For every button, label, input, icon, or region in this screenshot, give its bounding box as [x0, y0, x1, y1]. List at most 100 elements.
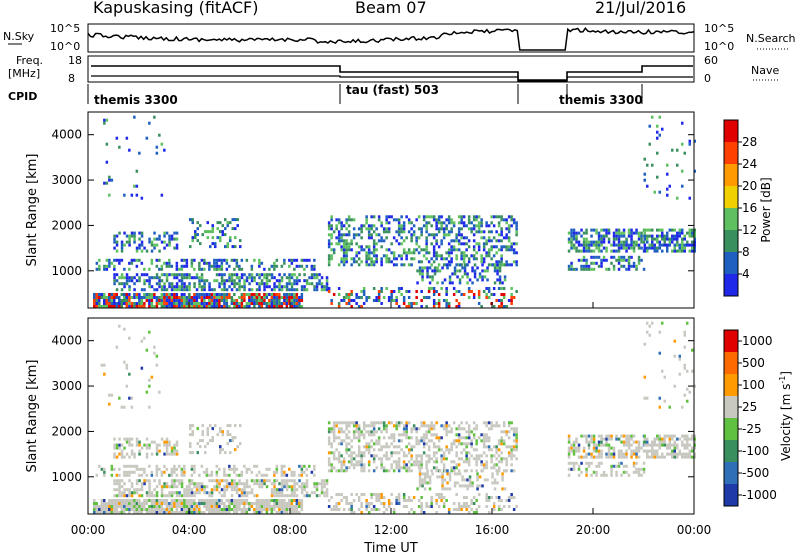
heatmap-cell	[360, 469, 363, 473]
heatmap-cell	[428, 487, 432, 491]
heatmap-cell	[418, 269, 422, 273]
heatmap-cell	[191, 430, 194, 434]
heatmap-cell	[462, 254, 466, 258]
heatmap-cell	[115, 296, 118, 299]
heatmap-cell	[617, 255, 621, 259]
heatmap-cell	[345, 239, 348, 243]
heatmap-cell	[392, 469, 396, 473]
heatmap-cell	[390, 466, 393, 470]
heatmap-cell	[225, 279, 229, 283]
heatmap-cell	[661, 237, 664, 241]
heatmap-cell	[455, 254, 458, 258]
heatmap-cell	[357, 451, 361, 455]
heatmap-cell	[385, 445, 388, 449]
heatmap-cell	[240, 494, 244, 498]
heatmap-cell	[365, 424, 368, 428]
heatmap-cell	[507, 239, 511, 243]
heatmap-cell	[382, 424, 386, 428]
heatmap-cell	[327, 463, 331, 467]
heatmap-cell	[148, 276, 151, 280]
heatmap-cell	[278, 305, 281, 308]
heatmap-cell	[250, 279, 254, 283]
heatmap-cell	[235, 488, 239, 492]
colorbar-tick-label: -1000	[742, 488, 777, 502]
heatmap-cell	[380, 463, 383, 467]
heatmap-cell	[610, 467, 613, 471]
heatmap-cell	[658, 133, 661, 137]
heatmap-cell	[173, 299, 176, 302]
heatmap-cell	[238, 285, 241, 289]
heatmap-cell	[688, 449, 691, 453]
heatmap-cell	[250, 299, 254, 302]
colorbar-tick-label: 100	[742, 378, 765, 392]
heatmap-cell	[128, 491, 131, 495]
heatmap-cell	[442, 466, 446, 470]
heatmap-cell	[178, 479, 181, 483]
heatmap-cell	[189, 427, 192, 431]
heatmap-cell	[260, 502, 264, 505]
colorbar-tick-label: -100	[742, 444, 769, 458]
heatmap-cell	[226, 442, 229, 446]
heatmap-cell	[211, 242, 214, 246]
heatmap-cell	[400, 242, 403, 246]
heatmap-cell	[265, 273, 269, 277]
heatmap-cell	[215, 302, 219, 305]
heatmap-cell	[193, 276, 196, 280]
heatmap-cell	[233, 482, 236, 486]
colorbar-segment	[724, 418, 738, 440]
heatmap-cell	[295, 258, 299, 262]
heatmap-cell	[465, 224, 468, 228]
heatmap-cell	[250, 302, 254, 305]
heatmap-cell	[477, 505, 481, 508]
heatmap-cell	[173, 479, 176, 483]
heatmap-cell	[420, 248, 423, 252]
heatmap-cell	[345, 257, 348, 261]
heatmap-cell	[370, 493, 373, 496]
heatmap-cell	[278, 505, 281, 508]
heatmap-cell	[140, 196, 144, 200]
heatmap-cell	[313, 464, 316, 468]
heatmap-cell	[630, 443, 633, 447]
heatmap-cell	[128, 470, 131, 474]
heatmap-cell	[635, 231, 638, 235]
heatmap-cell	[200, 499, 204, 502]
heatmap-cell	[646, 163, 649, 167]
heatmap-cell	[340, 233, 343, 237]
heatmap-cell	[165, 494, 169, 498]
heatmap-cell	[310, 273, 314, 277]
heatmap-cell	[688, 249, 691, 253]
heatmap-cell	[280, 467, 284, 471]
heatmap-cell	[445, 251, 448, 255]
heatmap-cell	[441, 472, 444, 476]
heatmap-cell	[427, 290, 431, 293]
heatmap-cell	[683, 366, 686, 370]
heatmap-cell	[492, 224, 496, 228]
heatmap-cell	[125, 279, 129, 283]
heatmap-cell	[577, 464, 581, 468]
heatmap-cell	[357, 227, 361, 231]
heatmap-cell	[487, 263, 491, 267]
heatmap-cell	[622, 255, 626, 259]
heatmap-cell	[105, 502, 108, 505]
heatmap-cell	[427, 424, 431, 428]
heatmap-cell	[637, 455, 641, 459]
heatmap-cell	[150, 285, 154, 289]
heatmap-cell	[405, 463, 408, 467]
heatmap-cell	[238, 302, 241, 305]
heatmap-cell	[477, 245, 481, 249]
heatmap-cell	[191, 433, 194, 437]
heatmap-cell	[415, 290, 418, 293]
heatmap-cell	[477, 224, 481, 228]
heatmap-cell	[225, 267, 229, 271]
freq-tick-bottom: 8	[68, 72, 75, 85]
heatmap-cell	[285, 494, 289, 498]
heatmap-cell	[435, 239, 438, 243]
heatmap-cell	[123, 193, 126, 197]
heatmap-cell	[298, 279, 301, 283]
heatmap-cell	[648, 124, 651, 128]
heatmap-cell	[275, 264, 279, 268]
heatmap-cell	[342, 248, 346, 252]
heatmap-cell	[470, 230, 473, 234]
heatmap-cell	[300, 508, 304, 511]
heatmap-cell	[485, 421, 488, 425]
